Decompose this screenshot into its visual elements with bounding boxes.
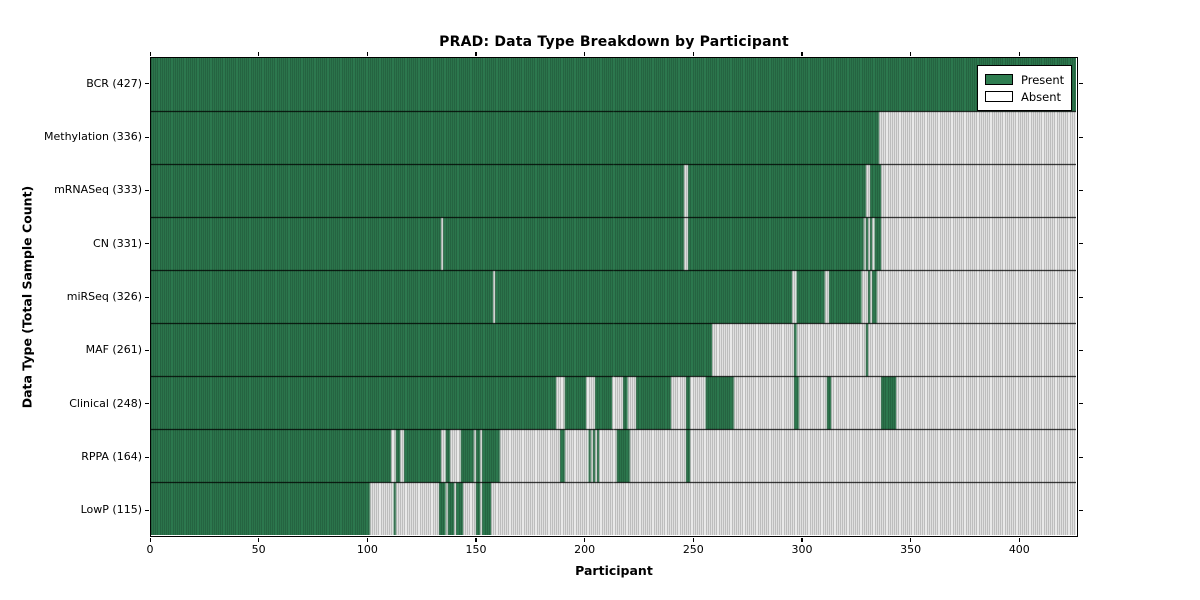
y-tick-label-bcr: BCR (427) bbox=[86, 76, 142, 90]
y-tick-mark bbox=[145, 456, 149, 458]
x-tick-mark bbox=[910, 538, 912, 542]
y-tick-label-lowp: LowP (115) bbox=[80, 503, 142, 517]
y-tick-label-rppa: RPPA (164) bbox=[81, 450, 142, 463]
y-tick-label-cn: CN (331) bbox=[93, 236, 142, 250]
y-tick-label-mrnaseq: mRNASeq (333) bbox=[54, 183, 142, 197]
y-tick-mark bbox=[1079, 296, 1083, 298]
x-tick-label-0: 0 bbox=[146, 543, 154, 556]
x-tick-mark bbox=[692, 52, 694, 56]
x-tick-mark bbox=[149, 52, 151, 56]
x-tick-label-200: 200 bbox=[574, 543, 596, 556]
x-tick-mark bbox=[692, 538, 694, 542]
y-tick-mark bbox=[145, 349, 149, 352]
legend: Present Absent bbox=[977, 65, 1072, 111]
x-tick-mark bbox=[1018, 538, 1020, 542]
x-tick-mark bbox=[366, 538, 369, 542]
y-tick-mark bbox=[1079, 403, 1083, 405]
x-tick-mark bbox=[475, 538, 477, 542]
y-tick-label-methylation: Methylation (336) bbox=[44, 130, 142, 143]
y-tick-mark bbox=[1079, 509, 1083, 512]
y-tick-mark bbox=[1079, 243, 1083, 245]
y-tick-mark bbox=[1079, 189, 1083, 192]
x-tick-mark bbox=[584, 52, 586, 56]
y-tick-mark bbox=[1079, 349, 1083, 352]
present-swatch bbox=[985, 74, 1013, 85]
x-tick-mark bbox=[910, 52, 912, 56]
x-axis-label: Participant bbox=[575, 563, 653, 578]
x-tick-mark bbox=[584, 538, 586, 542]
y-tick-label-maf: MAF (261) bbox=[85, 343, 142, 357]
y-tick-mark bbox=[145, 243, 149, 245]
y-tick-mark bbox=[1079, 136, 1083, 138]
x-tick-label-100: 100 bbox=[356, 543, 378, 556]
x-tick-mark bbox=[475, 52, 477, 56]
x-tick-mark bbox=[149, 538, 151, 542]
x-tick-mark bbox=[801, 52, 803, 56]
y-tick-mark bbox=[145, 296, 149, 298]
x-tick-label-400: 400 bbox=[1008, 543, 1030, 556]
y-tick-mark bbox=[1079, 456, 1083, 458]
x-tick-label-250: 250 bbox=[682, 543, 704, 556]
legend-item-present: Present bbox=[985, 71, 1065, 88]
x-tick-mark bbox=[258, 52, 260, 56]
y-tick-label-mirseq: miRSeq (326) bbox=[66, 290, 142, 303]
y-tick-mark bbox=[1079, 83, 1083, 85]
legend-absent-label: Absent bbox=[1021, 89, 1062, 104]
y-tick-mark bbox=[145, 83, 149, 85]
x-tick-label-150: 150 bbox=[465, 543, 487, 556]
y-tick-mark bbox=[145, 403, 149, 405]
chart-title: PRAD: Data Type Breakdown by Participant bbox=[439, 34, 789, 50]
x-tick-mark bbox=[801, 538, 803, 542]
x-tick-label-50: 50 bbox=[251, 543, 266, 556]
absent-swatch bbox=[985, 91, 1013, 102]
x-tick-mark bbox=[258, 538, 260, 542]
legend-item-absent: Absent bbox=[985, 88, 1065, 105]
x-tick-mark bbox=[1018, 52, 1020, 56]
y-tick-mark bbox=[145, 136, 149, 138]
heatmap-canvas bbox=[151, 58, 1076, 535]
x-tick-label-350: 350 bbox=[900, 543, 922, 556]
x-tick-mark bbox=[366, 52, 369, 56]
y-tick-mark bbox=[145, 189, 149, 192]
y-tick-label-clinical: Clinical (248) bbox=[69, 396, 142, 410]
plot-area bbox=[150, 57, 1078, 537]
x-tick-label-300: 300 bbox=[791, 543, 813, 556]
y-tick-mark bbox=[145, 509, 149, 512]
legend-present-label: Present bbox=[1021, 72, 1065, 87]
